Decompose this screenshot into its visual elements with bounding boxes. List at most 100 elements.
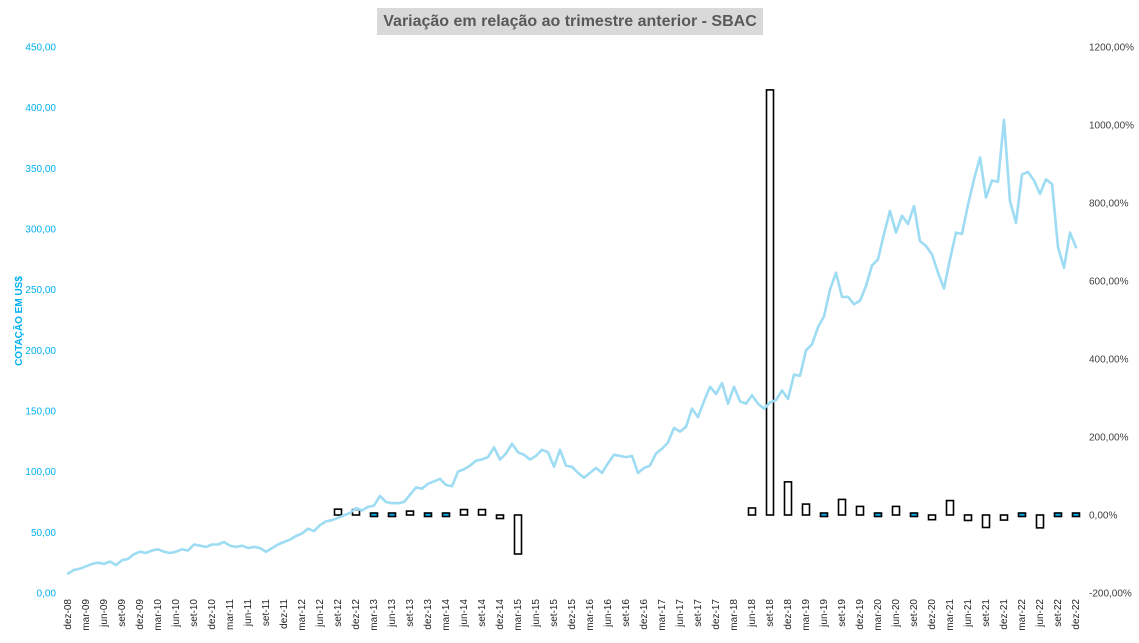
variation-bar-dez-21 — [999, 514, 1009, 521]
left-axis-tick-label: 250,00 — [25, 285, 56, 296]
variation-bar-dez-20 — [927, 514, 937, 521]
x-axis-tick-label: mar-13 — [369, 599, 380, 631]
x-axis-tick-label: dez-21 — [999, 599, 1010, 630]
variation-bar-set-12 — [333, 508, 343, 516]
right-axis-tick-label: 1000,00% — [1089, 121, 1134, 132]
left-axis-tick-label: 200,00 — [25, 346, 56, 357]
x-axis-tick-label: set-22 — [1053, 599, 1064, 627]
variation-bar-set-13 — [405, 510, 415, 516]
variation-bar-mar-22 — [1017, 512, 1027, 518]
x-axis-tick-label: dez-11 — [279, 599, 290, 629]
x-axis-tick-label: dez-08 — [63, 599, 74, 630]
x-axis-tick-label: jun-17 — [675, 599, 686, 628]
x-axis-tick-label: set-19 — [837, 599, 848, 627]
variation-bar-jun-21 — [963, 514, 973, 522]
x-axis-tick-label: set-14 — [477, 599, 488, 627]
x-axis-tick-label: mar-20 — [873, 599, 884, 631]
variation-bar-mar-21 — [945, 499, 955, 516]
x-axis-tick-label: jun-09 — [99, 599, 110, 628]
x-axis-tick-label: jun-15 — [531, 599, 542, 628]
price-line — [66, 118, 1078, 575]
variation-bar-dez-13 — [423, 512, 433, 518]
x-axis-tick-label: set-11 — [261, 599, 272, 626]
variation-bar-mar-15 — [513, 514, 523, 555]
x-axis-tick-label: set-16 — [621, 599, 632, 627]
x-axis-tick-label: set-18 — [765, 599, 776, 627]
left-axis-tick-label: 0,00 — [37, 589, 57, 600]
bar-series — [333, 89, 1081, 555]
variation-bar-jun-22 — [1035, 514, 1045, 529]
variation-bar-dez-22 — [1071, 512, 1081, 518]
x-axis-tick-label: jun-10 — [171, 599, 182, 628]
right-axis-tick-label: 200,00% — [1089, 433, 1129, 444]
right-axis-tick-label: 600,00% — [1089, 277, 1129, 288]
x-axis-tick-label: mar-11 — [225, 599, 236, 630]
x-axis-tick-label: dez-22 — [1071, 599, 1082, 630]
variation-bar-mar-20 — [873, 512, 883, 518]
x-axis-tick-label: set-15 — [549, 599, 560, 627]
x-axis-tick-label: mar-22 — [1017, 599, 1028, 631]
left-axis-tick-label: 150,00 — [25, 407, 56, 418]
variation-bar-set-21 — [981, 514, 991, 529]
chart-title-box: Variação em relação ao trimestre anterio… — [377, 8, 763, 35]
right-axis-tick-label: 1200,00% — [1089, 43, 1134, 54]
x-axis-tick-label: mar-14 — [441, 599, 452, 631]
x-axis-tick-label: jun-22 — [1035, 599, 1046, 628]
x-axis-tick-label: dez-20 — [927, 599, 938, 630]
variation-bar-jun-18 — [747, 507, 757, 516]
x-axis-tick-label: jun-11 — [243, 599, 254, 627]
variation-bar-dez-14 — [495, 514, 505, 520]
x-axis-ticks: dez-08 mar-09 jun-09 set-09 dez-09 mar-10 jun-… — [63, 599, 1082, 631]
x-axis-tick-label: dez-09 — [135, 599, 146, 630]
left-axis-tick-label: 300,00 — [25, 225, 56, 236]
variation-bar-set-20 — [909, 512, 919, 518]
x-axis-tick-label: jun-12 — [315, 599, 326, 628]
variation-bar-jun-20 — [891, 505, 901, 516]
x-axis-tick-label: set-10 — [189, 599, 200, 627]
x-axis-tick-label: jun-16 — [603, 599, 614, 628]
x-axis-tick-label: mar-09 — [81, 599, 92, 631]
x-axis-tick-label: mar-21 — [945, 599, 956, 631]
x-axis-tick-label: dez-16 — [639, 599, 650, 630]
left-axis-tick-label: 400,00 — [25, 103, 56, 114]
left-axis-tick-label: 450,00 — [25, 43, 56, 54]
x-axis-tick-label: dez-12 — [351, 599, 362, 630]
x-axis-tick-label: set-12 — [333, 599, 344, 627]
x-axis-tick-label: dez-13 — [423, 599, 434, 630]
price-line-series — [66, 118, 1078, 575]
right-axis-tick-label: 400,00% — [1089, 355, 1129, 366]
x-axis-tick-label: set-09 — [117, 599, 128, 627]
x-axis-tick-label: dez-17 — [711, 599, 722, 630]
variation-bar-mar-13 — [369, 512, 379, 518]
x-axis-tick-label: jun-14 — [459, 599, 470, 628]
variation-bar-set-18 — [765, 89, 775, 516]
right-axis-tick-label: 800,00% — [1089, 199, 1129, 210]
variation-bar-jun-13 — [387, 512, 397, 518]
left-axis-tick-label: 50,00 — [31, 528, 56, 539]
x-axis-tick-label: dez-15 — [567, 599, 578, 630]
variation-bar-dez-19 — [855, 505, 865, 516]
variation-bar-dez-18 — [783, 481, 793, 516]
chart-title: Variação em relação ao trimestre anterio… — [383, 13, 757, 30]
x-axis-tick-label: mar-17 — [657, 599, 668, 631]
x-axis-tick-label: jun-13 — [387, 599, 398, 628]
x-axis-tick-label: set-17 — [693, 599, 704, 627]
x-axis-tick-label: mar-18 — [729, 599, 740, 631]
x-axis-tick-label: dez-10 — [207, 599, 218, 630]
x-axis-tick-label: mar-19 — [801, 599, 812, 631]
x-axis-tick-label: dez-18 — [783, 599, 794, 630]
right-axis-tick-label: -200,00% — [1089, 589, 1132, 600]
variation-bar-mar-19 — [801, 503, 811, 516]
x-axis-tick-label: mar-12 — [297, 599, 308, 631]
x-axis-tick-label: set-21 — [981, 599, 992, 627]
x-axis-tick-label: set-13 — [405, 599, 416, 627]
variation-bar-set-19 — [837, 498, 847, 516]
right-axis-ticks: -200,00% 0,00% 200,00% 400,00% 600,00% 800,00… — [1089, 43, 1134, 600]
left-axis-tick-label: 350,00 — [25, 164, 56, 175]
x-axis-tick-label: jun-18 — [747, 599, 758, 628]
x-axis-tick-label: dez-14 — [495, 599, 506, 630]
variation-bar-jun-14 — [459, 508, 469, 516]
x-axis-tick-label: jun-19 — [819, 599, 830, 628]
x-axis-tick-label: set-20 — [909, 599, 920, 627]
